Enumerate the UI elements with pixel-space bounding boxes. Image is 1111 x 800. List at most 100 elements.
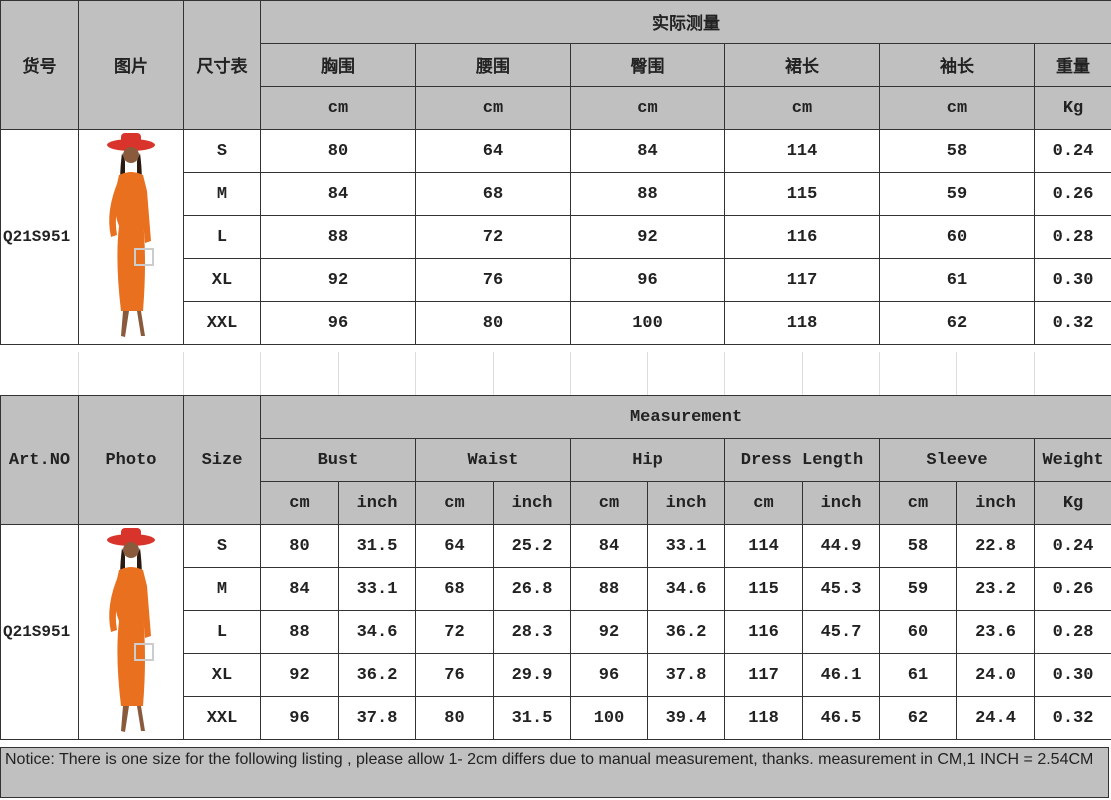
size-cell: L (183, 610, 261, 654)
value-cell: 80 (260, 129, 416, 173)
unit-header: cm (724, 86, 880, 130)
column-header: Bust (260, 438, 416, 482)
column-header: 腰围 (415, 43, 571, 87)
size-cell: S (183, 524, 261, 568)
weight-unit-header: Kg (1033, 481, 1111, 525)
size-cell: XXL (183, 301, 261, 345)
size-header: Size (183, 395, 261, 525)
unit-header: cm (724, 481, 803, 525)
notice-text: Notice: There is one size for the follow… (0, 747, 1109, 798)
unit-header: inch (338, 481, 416, 525)
unit-header: cm (570, 86, 725, 130)
value-cell: 72 (415, 215, 571, 259)
unit-header: cm (260, 86, 416, 130)
value-cell: 117 (724, 258, 880, 302)
value-cell: 23.6 (956, 610, 1035, 654)
table-row: XXL 96 37.8 80 31.5 100 39.4 118 46.5 62 24.4 0.32 (1, 696, 1111, 740)
size-cell: XL (183, 258, 261, 302)
value-cell: 96 (260, 301, 416, 345)
value-cell: 33.1 (338, 567, 416, 611)
weight-header: 重量 (1033, 43, 1111, 87)
value-cell: 31.5 (493, 696, 571, 740)
value-cell: 45.3 (802, 567, 880, 611)
value-cell: 80 (260, 524, 339, 568)
value-cell: 34.6 (647, 567, 725, 611)
weight-cell: 0.26 (1033, 172, 1111, 216)
value-cell: 92 (260, 653, 339, 697)
value-cell: 80 (415, 696, 494, 740)
column-header: 胸围 (260, 43, 416, 87)
value-cell: 37.8 (338, 696, 416, 740)
value-cell: 68 (415, 172, 571, 216)
weight-cell: 0.24 (1033, 129, 1111, 173)
value-cell: 36.2 (338, 653, 416, 697)
value-cell: 92 (570, 610, 648, 654)
value-cell: 118 (724, 696, 803, 740)
column-header: Hip (570, 438, 725, 482)
unit-header: cm (260, 481, 339, 525)
value-cell: 46.1 (802, 653, 880, 697)
value-cell: 62 (879, 696, 957, 740)
value-cell: 96 (570, 258, 725, 302)
value-cell: 84 (260, 567, 339, 611)
column-header: 裙长 (724, 43, 880, 87)
size-cell: M (183, 172, 261, 216)
value-cell: 88 (570, 172, 725, 216)
size-cell: L (183, 215, 261, 259)
table-row: Q21S951 S 80 64 84 114 58 0.24 (0, 129, 1111, 345)
column-header: 臀围 (570, 43, 725, 87)
unit-header: inch (493, 481, 571, 525)
unit-header: cm (879, 86, 1035, 130)
weight-unit-header: Kg (1033, 86, 1111, 130)
measurement-group-header: 实际测量 (259, 0, 1111, 44)
value-cell: 92 (570, 215, 725, 259)
art-no-header: Art.NO (0, 395, 79, 525)
model-photo (107, 133, 155, 337)
value-cell: 100 (570, 696, 648, 740)
weight-cell: 0.26 (1033, 567, 1111, 611)
value-cell: 26.8 (493, 567, 571, 611)
weight-header: Weight (1033, 438, 1111, 482)
weight-cell: 0.24 (1033, 524, 1111, 568)
value-cell: 60 (879, 610, 957, 654)
value-cell: 84 (570, 524, 648, 568)
photo-header: 图片 (78, 0, 184, 130)
unit-header: cm (415, 481, 494, 525)
weight-cell: 0.28 (1033, 610, 1111, 654)
model-photo (107, 528, 155, 732)
value-cell: 117 (724, 653, 803, 697)
art-no: Q21S951 (0, 524, 79, 740)
table-row: M 84 33.1 68 26.8 88 34.6 115 45.3 59 23.2 0.26 (1, 567, 1111, 611)
value-cell: 61 (879, 258, 1035, 302)
value-cell: 62 (879, 301, 1035, 345)
photo-cell (78, 129, 184, 345)
value-cell: 100 (570, 301, 725, 345)
value-cell: 64 (415, 129, 571, 173)
value-cell: 58 (879, 524, 957, 568)
value-cell: 72 (415, 610, 494, 654)
value-cell: 39.4 (647, 696, 725, 740)
table-row: XL 92 76 96 117 61 0.30 (1, 258, 1111, 302)
table-row: XXL 96 80 100 118 62 0.32 (1, 301, 1111, 345)
value-cell: 60 (879, 215, 1035, 259)
weight-cell: 0.28 (1033, 215, 1111, 259)
value-cell: 25.2 (493, 524, 571, 568)
value-cell: 92 (260, 258, 416, 302)
value-cell: 118 (724, 301, 880, 345)
value-cell: 29.9 (493, 653, 571, 697)
measurement-group-header: Measurement (259, 395, 1111, 439)
value-cell: 24.4 (956, 696, 1035, 740)
weight-cell: 0.32 (1033, 696, 1111, 740)
size-cell: XL (183, 653, 261, 697)
weight-cell: 0.32 (1033, 301, 1111, 345)
weight-cell: 0.30 (1033, 653, 1111, 697)
chinese-size-table: 货号 图片 尺寸表 实际测量 胸围 腰围 臀围 裙长 袖长 重量 cm cm cm cm cm Kg Q21S9… (0, 0, 1111, 345)
unit-header: inch (647, 481, 725, 525)
value-cell: 59 (879, 172, 1035, 216)
value-cell: 45.7 (802, 610, 880, 654)
value-cell: 96 (260, 696, 339, 740)
value-cell: 34.6 (338, 610, 416, 654)
column-header: Sleeve (879, 438, 1035, 482)
table-row: XL 92 36.2 76 29.9 96 37.8 117 46.1 61 24.0 0.30 (1, 653, 1111, 697)
value-cell: 115 (724, 172, 880, 216)
